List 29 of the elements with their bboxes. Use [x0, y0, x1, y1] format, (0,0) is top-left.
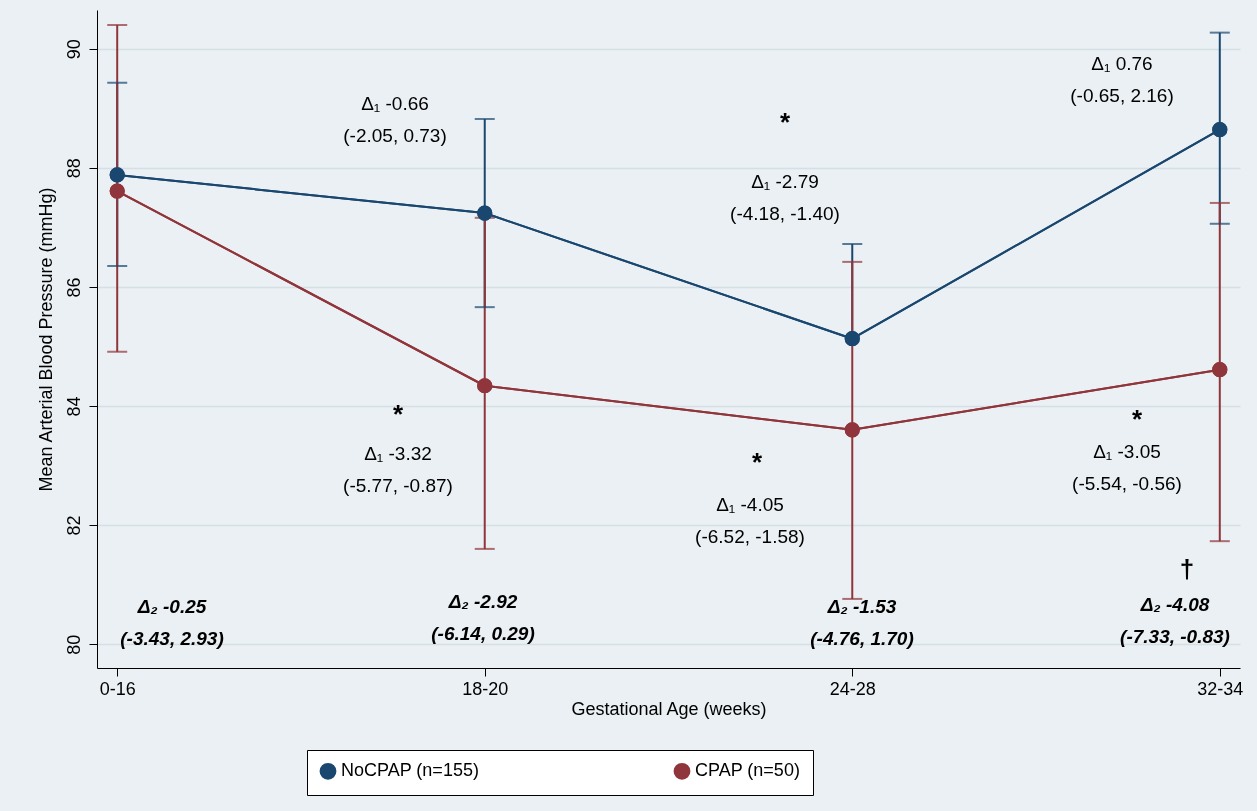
legend-label: NoCPAP (n=155) [341, 760, 479, 781]
annotation: Δ₂ -2.92 (-6.14, 0.29) [431, 591, 535, 644]
annotation: Δ₂ -0.25 (-3.43, 2.93) [120, 596, 224, 649]
y-tick-label: 90 [63, 39, 84, 60]
y-tick-label: 84 [63, 396, 84, 417]
legend-label: CPAP (n=50) [695, 760, 800, 781]
x-tick-label: 32-34 [1197, 678, 1244, 699]
annotation: Δ₁ -3.05 (-5.54, -0.56) [1072, 441, 1182, 494]
x-tick-label: 18-20 [462, 678, 509, 699]
annotation: * [392, 399, 404, 429]
y-tick-label: 86 [63, 277, 84, 298]
x-tick-label: 24-28 [829, 678, 876, 699]
annotation: Δ₂ -1.53 (-4.76, 1.70) [810, 596, 914, 649]
y-tick-label: 80 [63, 634, 84, 655]
annotation: * [1131, 404, 1143, 434]
annotation: * [751, 447, 763, 477]
y-tick-label: 82 [63, 515, 84, 536]
annotation: Δ₁ -3.32 (-5.77, -0.87) [343, 443, 453, 496]
annotation: Δ₁ 0.76 (-0.65, 2.16) [1070, 53, 1174, 106]
x-axis-title: Gestational Age (weeks) [571, 698, 767, 719]
annotation: Δ₁ -4.05 (-6.52, -1.58) [695, 494, 805, 547]
annotation: Δ₂ -4.08 (-7.33, -0.83) [1120, 594, 1230, 647]
annotation: Δ₁ -0.66 (-2.05, 0.73) [343, 93, 447, 146]
annotation: * [779, 107, 791, 137]
annotation: † [1179, 554, 1195, 584]
y-axis-title: Mean Arterial Blood Pressure (mmHg) [35, 187, 56, 492]
x-tick-label: 0-16 [99, 678, 136, 699]
y-tick-label: 88 [63, 158, 84, 179]
annotation: Δ₁ -2.79 (-4.18, -1.40) [730, 171, 840, 224]
